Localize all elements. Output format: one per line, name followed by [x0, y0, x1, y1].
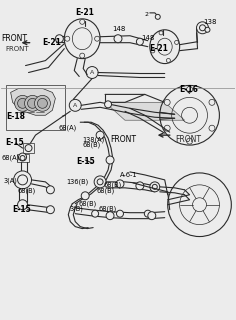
Circle shape [25, 145, 32, 152]
Text: FRONT: FRONT [110, 135, 136, 144]
Text: 68(B): 68(B) [104, 181, 122, 188]
Text: E-15: E-15 [76, 157, 95, 166]
Text: E-21: E-21 [76, 8, 95, 17]
Text: E-15: E-15 [5, 138, 24, 147]
Circle shape [197, 22, 208, 34]
Circle shape [80, 19, 85, 24]
Text: 68(B): 68(B) [97, 188, 115, 194]
Text: 68(B): 68(B) [98, 205, 116, 212]
Circle shape [105, 101, 112, 108]
Circle shape [164, 125, 170, 131]
Circle shape [136, 182, 144, 190]
Circle shape [95, 36, 100, 41]
Bar [6, 85, 65, 130]
Text: FRONT: FRONT [6, 46, 29, 52]
Circle shape [187, 138, 193, 144]
Circle shape [25, 95, 40, 111]
Text: FRONT: FRONT [176, 135, 202, 144]
Circle shape [96, 131, 104, 139]
Text: 2: 2 [144, 12, 148, 17]
Circle shape [28, 98, 38, 108]
Circle shape [106, 156, 114, 164]
Circle shape [155, 14, 160, 19]
Circle shape [34, 95, 51, 111]
Circle shape [117, 210, 123, 217]
Circle shape [209, 125, 215, 131]
Circle shape [152, 184, 157, 189]
Circle shape [150, 182, 160, 192]
Text: 136(B): 136(B) [66, 178, 89, 185]
Circle shape [148, 212, 156, 220]
Circle shape [55, 35, 63, 43]
Text: E-18: E-18 [6, 112, 25, 121]
Circle shape [20, 156, 25, 161]
Circle shape [94, 176, 106, 188]
Circle shape [114, 35, 122, 43]
Circle shape [65, 36, 70, 41]
Text: 68(A): 68(A) [58, 124, 76, 131]
Circle shape [18, 98, 28, 108]
Text: 148: 148 [141, 35, 155, 41]
Circle shape [166, 59, 170, 62]
Circle shape [209, 99, 215, 105]
Circle shape [15, 95, 30, 111]
Text: 148: 148 [112, 26, 126, 32]
Text: 68(B): 68(B) [82, 141, 101, 148]
Text: 3(B): 3(B) [69, 205, 83, 212]
Polygon shape [11, 88, 55, 115]
Text: 68(B): 68(B) [78, 200, 96, 207]
Text: E-21: E-21 [150, 44, 169, 53]
Text: E-15: E-15 [13, 205, 31, 214]
Circle shape [144, 210, 151, 217]
Circle shape [205, 27, 210, 32]
Text: E-16: E-16 [179, 85, 198, 94]
Bar [23, 143, 34, 153]
Circle shape [18, 200, 28, 210]
Circle shape [80, 53, 85, 58]
Circle shape [92, 210, 99, 217]
Circle shape [81, 192, 89, 200]
Circle shape [151, 49, 155, 53]
Text: 68(A): 68(A) [1, 154, 19, 161]
Circle shape [18, 175, 28, 185]
Circle shape [38, 98, 47, 108]
Bar [17, 154, 29, 162]
Polygon shape [105, 102, 185, 120]
Text: A: A [73, 103, 77, 108]
Circle shape [159, 31, 163, 35]
Text: 138(A): 138(A) [82, 137, 105, 143]
Text: 3(A): 3(A) [4, 177, 17, 184]
Text: 138: 138 [203, 19, 216, 25]
Circle shape [199, 25, 206, 31]
Circle shape [136, 38, 143, 45]
Circle shape [46, 206, 54, 214]
Circle shape [97, 179, 103, 185]
Text: 68(B): 68(B) [17, 188, 35, 194]
Circle shape [116, 180, 124, 188]
Circle shape [175, 40, 179, 44]
Text: E-21: E-21 [42, 38, 61, 47]
Text: A: A [90, 70, 94, 75]
Text: A-6-1: A-6-1 [120, 172, 138, 178]
Text: FRONT: FRONT [1, 34, 27, 43]
Circle shape [14, 171, 32, 189]
Circle shape [164, 99, 170, 105]
Circle shape [187, 86, 193, 92]
Circle shape [19, 153, 26, 161]
Circle shape [46, 186, 54, 194]
Circle shape [106, 212, 114, 220]
